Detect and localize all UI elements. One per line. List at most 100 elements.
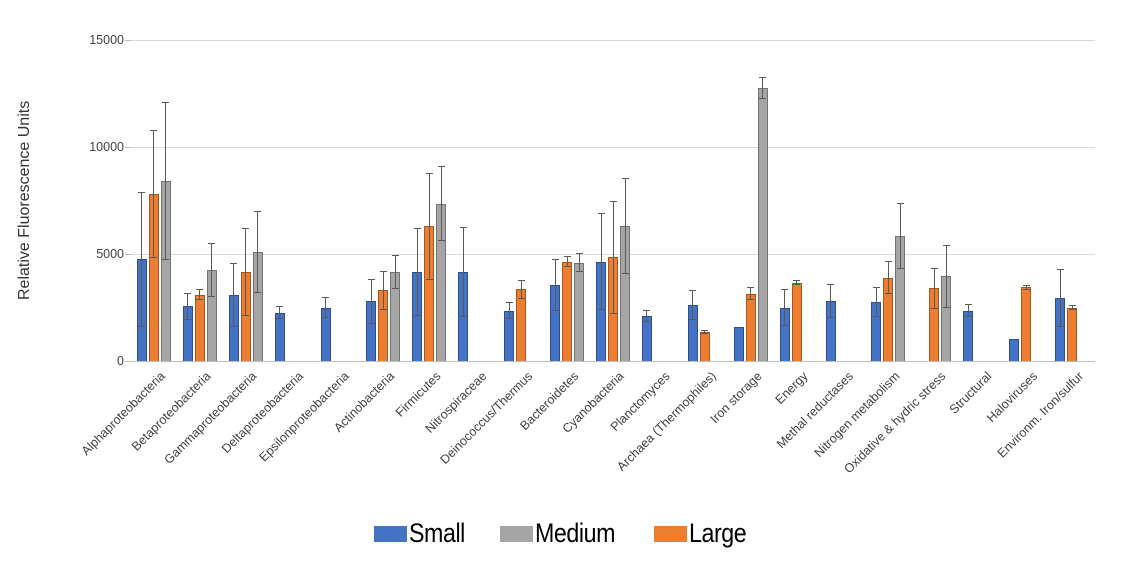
bar-slot [345,40,355,361]
bar-slot [390,40,401,361]
category-label: Alphaproteobacteria [78,369,168,459]
bar-slot [871,40,882,361]
error-bar [413,228,421,317]
bar-group [774,40,820,361]
bar-groups [131,40,1095,361]
bar-slot [666,40,676,361]
bar-small [274,312,285,361]
gridline [131,40,1095,41]
plot-area [125,40,1095,362]
bar-large [791,282,802,361]
error-bar [884,261,892,295]
bar-slot [378,40,389,361]
bar-slot [641,40,652,361]
bar-group [820,40,866,361]
error-bar [196,289,204,301]
y-tick-mark [125,147,131,148]
bar-slot [825,40,836,361]
error-bar [208,243,216,297]
bar-slot [804,40,814,361]
error-bar [1056,269,1064,327]
bar-slot [712,40,722,361]
bar-slot [206,40,217,361]
bar-large [745,293,756,361]
error-bar [781,289,789,326]
category-label: Epsilonproteobacteria [256,369,352,465]
error-bar [459,227,467,318]
error-bar [242,228,250,317]
bar-slot [779,40,790,361]
bar-slot [1079,40,1089,361]
error-bar [391,255,399,290]
category-label: Deltaproteobacteria [218,369,306,457]
bar-slot [596,40,607,361]
error-bar [827,283,835,319]
bar-slot [838,40,848,361]
bar-group [957,40,1003,361]
category-label: Structural [946,369,995,417]
error-bar [1068,305,1076,310]
gridline [131,361,1095,362]
bar-large [1021,287,1032,361]
error-bar [597,213,605,310]
bar-slot [412,40,423,361]
bar-slot [1067,40,1078,361]
bar-medium [574,262,585,361]
legend-item-medium: Medium [500,519,628,549]
bar-slot [620,40,631,361]
bar-group [728,40,774,361]
error-bar [609,200,617,314]
bar-slot [252,40,263,361]
bar-small [1009,338,1020,361]
legend-item-small: Small [374,519,474,549]
bar-slot [850,40,860,361]
bar-slot [287,40,297,361]
bar-slot [895,40,906,361]
category-label: Gammaproteobacteria [161,369,260,467]
bar-slot [745,40,756,361]
bar-group [177,40,223,361]
bar-slot [182,40,193,361]
bar-large [516,289,527,361]
bar-slot [274,40,285,361]
error-bar [575,252,583,273]
category-label: Betaproteobacteria [129,369,214,454]
error-bar [505,302,513,320]
legend: Small Medium Large [0,519,1130,549]
error-bar [759,77,767,99]
bar-slot [136,40,147,361]
legend-swatch-large [654,526,688,543]
bar-slot [436,40,447,361]
error-bar [367,278,375,324]
bar-small [641,316,652,361]
legend-label-medium: Medium [535,518,616,549]
error-bar [425,172,433,280]
bar-slot [516,40,527,361]
bar-slot [550,40,561,361]
bar-slot [929,40,940,361]
bar-slot [757,40,768,361]
bar-slot [687,40,698,361]
error-bar [184,292,192,321]
y-tick-mark [125,40,131,41]
bar-group [269,40,315,361]
bar-slot [504,40,515,361]
error-bar [621,178,629,275]
bar-group [315,40,361,361]
bar-small [733,326,744,361]
error-bar [930,267,938,309]
bar-slot [228,40,239,361]
bar-slot [1055,40,1066,361]
bar-slot [366,40,377,361]
error-bar [517,279,525,299]
bar-slot [148,40,159,361]
bar-slot [883,40,894,361]
bar-slot [299,40,309,361]
bar-slot [733,40,744,361]
bar-group [1003,40,1049,361]
bar-slot [574,40,585,361]
category-label: Environm. Iron/sulfur [994,369,1086,461]
bar-slot [562,40,573,361]
bar-group [866,40,912,361]
bar-group [452,40,498,361]
